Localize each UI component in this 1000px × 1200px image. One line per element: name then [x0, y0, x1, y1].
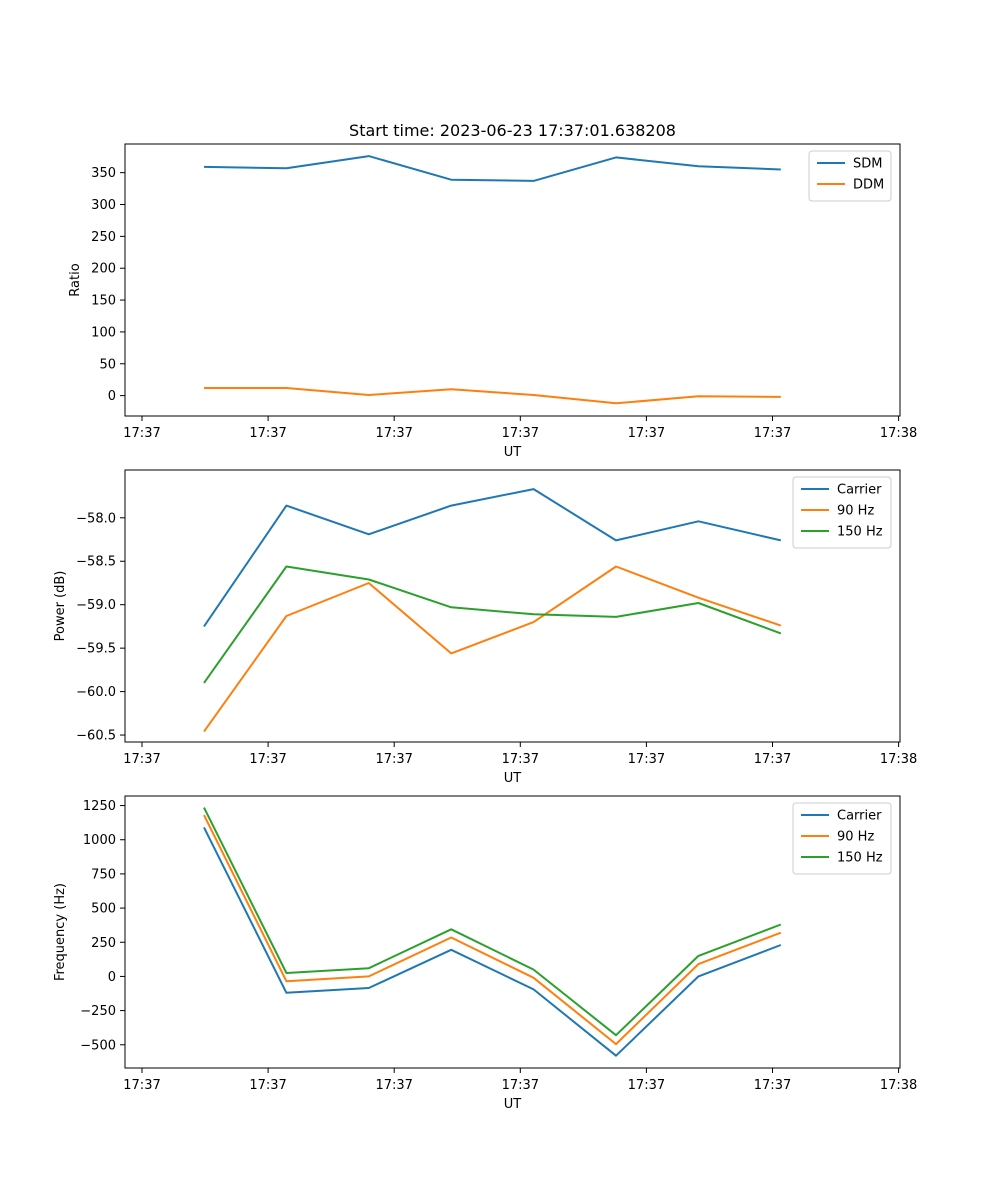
- x-tick-label: 17:38: [880, 752, 917, 767]
- y-tick-label: 50: [99, 357, 116, 372]
- x-tick-label: 17:37: [249, 1078, 286, 1093]
- axes-frame: [124, 143, 901, 417]
- x-tick-label: 17:37: [375, 426, 412, 441]
- y-tick-label: 100: [91, 325, 116, 340]
- y-tick-label: −60.5: [76, 729, 116, 744]
- y-axis-label: Ratio: [68, 263, 83, 296]
- axes-frame: [124, 795, 901, 1069]
- x-tick-label: 17:37: [502, 426, 539, 441]
- series-line-150-hz: [203, 565, 782, 684]
- y-tick-label: 150: [91, 294, 116, 309]
- x-tick-label: 17:37: [249, 752, 286, 767]
- x-tick-label: 17:37: [754, 1078, 791, 1093]
- x-tick-label: 17:37: [249, 426, 286, 441]
- y-tick-label: 200: [91, 262, 116, 277]
- y-tick-label: 0: [108, 970, 116, 985]
- legend-label-90-hz: 90 Hz: [837, 830, 874, 845]
- y-tick-label: −58.5: [76, 555, 116, 570]
- series-line-sdm: [203, 155, 781, 182]
- series-line-90-hz: [203, 814, 782, 1046]
- y-tick-label: 250: [91, 936, 116, 951]
- chart-title: Start time: 2023-06-23 17:37:01.638208: [349, 121, 676, 140]
- y-tick-label: −500: [80, 1038, 116, 1053]
- x-tick-label: 17:37: [628, 1078, 665, 1093]
- ratio-panel: 17:37 17:37 17:37 17:37 17:37 17:37 17:38 0 50 10…: [68, 121, 917, 460]
- series-line-carrier: [203, 488, 782, 627]
- x-tick-label: 17:37: [375, 752, 412, 767]
- x-tick-label: 17:37: [628, 426, 665, 441]
- legend-label-150-hz: 150 Hz: [837, 851, 883, 866]
- x-tick-label: 17:37: [502, 752, 539, 767]
- legend: SDM DDM: [808, 150, 892, 202]
- x-tick-label: 17:37: [375, 1078, 412, 1093]
- legend-label-carrier: Carrier: [837, 483, 882, 498]
- x-tick-label: 17:37: [123, 1078, 160, 1093]
- frequency-panel: 17:37 17:37 17:37 17:37 17:37 17:37 17:38 −500 −…: [53, 795, 917, 1112]
- series-line-ddm: [204, 387, 781, 405]
- legend: Carrier 90 Hz 150 Hz: [792, 476, 892, 549]
- y-tick-label: −250: [80, 1004, 116, 1019]
- y-axis-label: Frequency (Hz): [53, 883, 68, 981]
- x-tick-label: 17:37: [628, 752, 665, 767]
- y-axis-label: Power (dB): [53, 571, 68, 642]
- y-tick-label: −59.0: [76, 598, 116, 613]
- legend: Carrier 90 Hz 150 Hz: [792, 802, 892, 875]
- x-tick-label: 17:37: [754, 426, 791, 441]
- y-tick-label: 500: [91, 902, 116, 917]
- y-tick-label: 1000: [83, 833, 116, 848]
- legend-label-150-hz: 150 Hz: [837, 525, 883, 540]
- series-line-150-hz: [203, 807, 782, 1037]
- x-tick-label: 17:37: [123, 752, 160, 767]
- legend-label-90-hz: 90 Hz: [837, 504, 874, 519]
- x-tick-label: 17:38: [880, 426, 917, 441]
- legend-label-sdm: SDM: [853, 157, 882, 172]
- x-axis-label: UT: [504, 445, 522, 460]
- x-tick-label: 17:37: [754, 752, 791, 767]
- x-tick-label: 17:37: [123, 426, 160, 441]
- x-tick-label: 17:38: [880, 1078, 917, 1093]
- y-tick-label: −60.0: [76, 685, 116, 700]
- series-line-carrier: [203, 826, 782, 1057]
- y-tick-label: 300: [91, 198, 116, 213]
- y-tick-label: 250: [91, 230, 116, 245]
- series-line-90-hz: [203, 565, 782, 733]
- axes-frame: [124, 469, 901, 743]
- y-tick-label: −59.5: [76, 642, 116, 657]
- x-axis-label: UT: [504, 771, 522, 786]
- y-tick-label: 0: [108, 389, 116, 404]
- power-panel: 17:37 17:37 17:37 17:37 17:37 17:37 17:38 −60.5…: [53, 469, 917, 786]
- x-tick-label: 17:37: [502, 1078, 539, 1093]
- y-tick-label: −58.0: [76, 511, 116, 526]
- legend-label-carrier: Carrier: [837, 809, 882, 824]
- y-tick-label: 750: [91, 867, 116, 882]
- y-tick-label: 1250: [83, 799, 116, 814]
- legend-label-ddm: DDM: [853, 178, 884, 193]
- x-axis-label: UT: [504, 1097, 522, 1112]
- y-tick-label: 350: [91, 166, 116, 181]
